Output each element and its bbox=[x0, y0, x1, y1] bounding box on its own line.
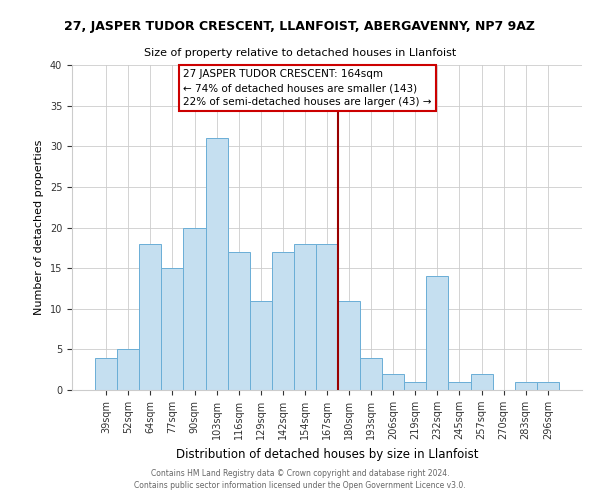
X-axis label: Distribution of detached houses by size in Llanfoist: Distribution of detached houses by size … bbox=[176, 448, 478, 460]
Bar bbox=[139, 244, 161, 390]
Bar bbox=[250, 300, 272, 390]
Bar bbox=[360, 358, 382, 390]
Bar bbox=[404, 382, 427, 390]
Y-axis label: Number of detached properties: Number of detached properties bbox=[34, 140, 44, 315]
Bar bbox=[117, 350, 139, 390]
Bar bbox=[272, 252, 294, 390]
Bar bbox=[184, 228, 206, 390]
Bar bbox=[206, 138, 227, 390]
Text: 27, JASPER TUDOR CRESCENT, LLANFOIST, ABERGAVENNY, NP7 9AZ: 27, JASPER TUDOR CRESCENT, LLANFOIST, AB… bbox=[65, 20, 536, 33]
Bar bbox=[95, 358, 117, 390]
Bar bbox=[427, 276, 448, 390]
Text: Size of property relative to detached houses in Llanfoist: Size of property relative to detached ho… bbox=[144, 48, 456, 58]
Bar bbox=[382, 374, 404, 390]
Text: 27 JASPER TUDOR CRESCENT: 164sqm
← 74% of detached houses are smaller (143)
22% : 27 JASPER TUDOR CRESCENT: 164sqm ← 74% o… bbox=[184, 69, 432, 107]
Bar bbox=[338, 300, 360, 390]
Bar bbox=[294, 244, 316, 390]
Bar bbox=[470, 374, 493, 390]
Bar bbox=[161, 268, 184, 390]
Bar bbox=[316, 244, 338, 390]
Bar bbox=[515, 382, 537, 390]
Bar bbox=[537, 382, 559, 390]
Bar bbox=[227, 252, 250, 390]
Text: Contains HM Land Registry data © Crown copyright and database right 2024.
Contai: Contains HM Land Registry data © Crown c… bbox=[134, 469, 466, 490]
Bar bbox=[448, 382, 470, 390]
